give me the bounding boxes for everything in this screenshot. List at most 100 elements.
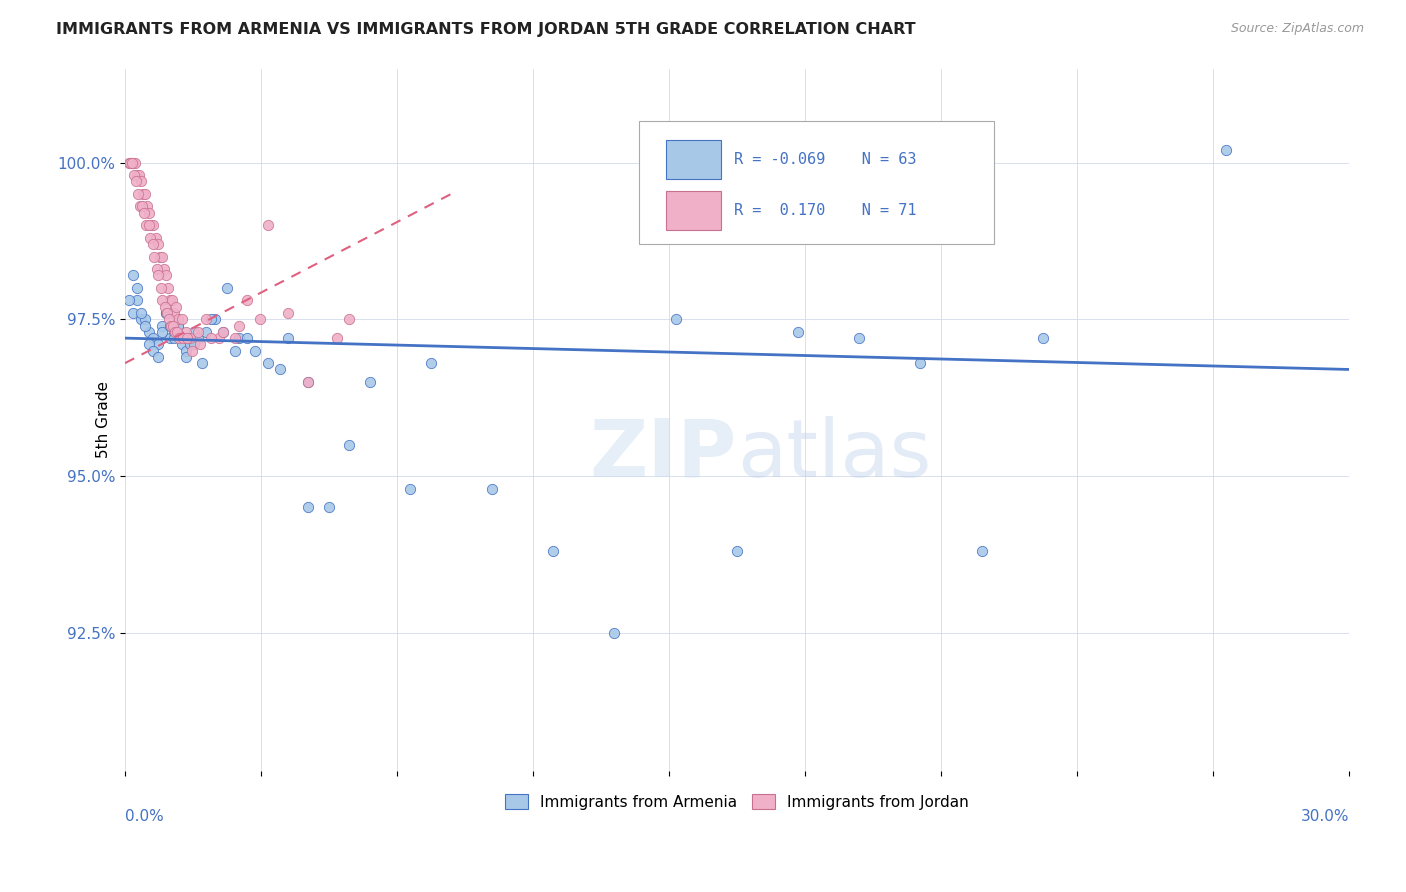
Point: [143, 250, 166, 264]
Point: [129, 174, 152, 188]
Point: [1032, 331, 1054, 345]
Point: [148, 268, 170, 283]
Point: [153, 300, 176, 314]
Point: [118, 155, 141, 169]
Point: [1215, 143, 1237, 157]
Point: [150, 318, 173, 333]
Point: [359, 375, 381, 389]
Point: [138, 325, 160, 339]
Point: [120, 155, 142, 169]
Point: [166, 325, 188, 339]
Point: [183, 337, 205, 351]
Point: [152, 262, 174, 277]
Point: [159, 331, 181, 345]
Point: [157, 312, 180, 326]
Point: [138, 205, 160, 219]
Point: [134, 186, 156, 201]
Point: [127, 168, 149, 182]
Point: [125, 174, 148, 188]
Point: [160, 293, 183, 308]
Point: [150, 325, 173, 339]
Text: 0.0%: 0.0%: [125, 809, 163, 824]
Point: [183, 325, 205, 339]
Point: [145, 262, 167, 277]
Point: [200, 312, 222, 326]
Point: [134, 318, 156, 333]
Point: [195, 312, 218, 326]
Point: [159, 318, 181, 333]
Point: [176, 331, 198, 345]
Point: [118, 293, 141, 308]
Point: [155, 306, 177, 320]
Point: [228, 331, 250, 345]
Point: [208, 331, 231, 345]
Point: [148, 250, 170, 264]
Point: [124, 155, 146, 169]
Point: [129, 306, 152, 320]
Point: [142, 237, 165, 252]
Point: [249, 312, 271, 326]
Point: [179, 337, 201, 351]
Point: [167, 318, 190, 333]
Point: [172, 331, 194, 345]
Point: [848, 331, 870, 345]
Point: [159, 293, 181, 308]
Point: [297, 375, 319, 389]
Point: [224, 343, 246, 358]
Point: [191, 356, 214, 370]
Point: [167, 312, 190, 326]
Point: [167, 331, 190, 345]
Point: [419, 356, 441, 370]
Point: [152, 293, 174, 308]
Point: [138, 337, 160, 351]
Point: [121, 155, 143, 169]
Point: [181, 343, 204, 358]
Point: [970, 544, 993, 558]
Point: [603, 625, 626, 640]
Point: [134, 205, 156, 219]
Point: [118, 155, 141, 169]
Point: [337, 438, 360, 452]
Point: [163, 325, 186, 339]
Text: 30.0%: 30.0%: [1301, 809, 1348, 824]
Point: [200, 331, 222, 345]
Point: [142, 343, 165, 358]
Point: [135, 219, 157, 233]
Point: [165, 300, 187, 314]
Point: [159, 318, 181, 333]
Point: [277, 306, 299, 320]
Point: [127, 186, 149, 201]
Text: IMMIGRANTS FROM ARMENIA VS IMMIGRANTS FROM JORDAN 5TH GRADE CORRELATION CHART: IMMIGRANTS FROM ARMENIA VS IMMIGRANTS FR…: [56, 22, 915, 37]
Y-axis label: 5th Grade: 5th Grade: [96, 381, 111, 458]
Point: [132, 186, 155, 201]
Point: [170, 312, 193, 326]
Point: [155, 306, 177, 320]
Bar: [666, 191, 721, 229]
Legend: Immigrants from Armenia, Immigrants from Jordan: Immigrants from Armenia, Immigrants from…: [499, 788, 976, 815]
Point: [127, 281, 149, 295]
Point: [146, 350, 169, 364]
Point: [139, 231, 162, 245]
Point: [170, 337, 193, 351]
Point: [146, 337, 169, 351]
Point: [138, 219, 160, 233]
Point: [269, 362, 291, 376]
Point: [725, 544, 748, 558]
Point: [187, 325, 209, 339]
Point: [134, 312, 156, 326]
Point: [141, 219, 163, 233]
Point: [122, 306, 145, 320]
Point: [245, 343, 267, 358]
Point: [256, 219, 278, 233]
Point: [129, 199, 152, 213]
Point: [129, 312, 152, 326]
Point: [150, 250, 173, 264]
Point: [195, 325, 218, 339]
Point: [131, 199, 153, 213]
Point: [190, 337, 212, 351]
Text: ZIP: ZIP: [589, 416, 737, 493]
Point: [236, 331, 259, 345]
Point: [665, 312, 688, 326]
Point: [179, 331, 201, 345]
Point: [149, 281, 172, 295]
